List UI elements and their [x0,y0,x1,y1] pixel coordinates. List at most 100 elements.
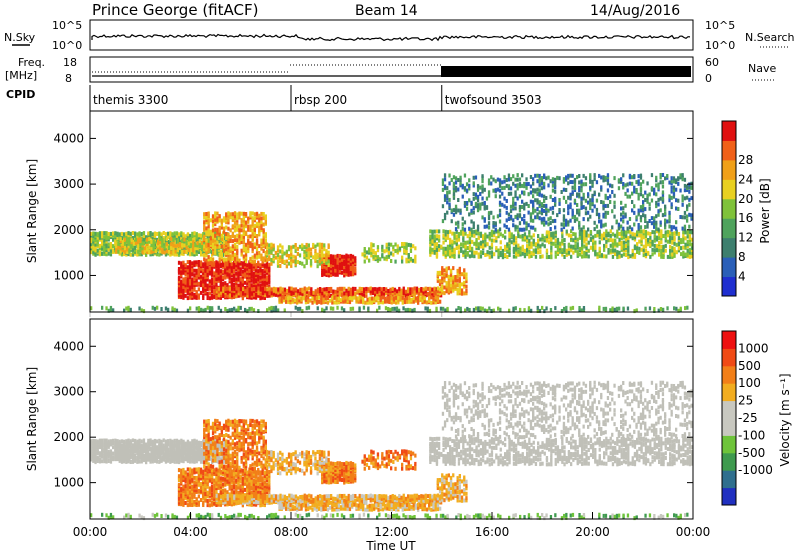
power-cell [664,223,666,227]
power-cell [510,209,512,213]
power-cell [673,192,675,196]
power-cell [410,243,412,247]
power-cell [310,252,312,256]
power-cell [532,188,534,192]
power-cell [587,217,589,221]
power-cell [677,182,679,186]
power-cell [225,258,227,262]
power-cell [165,307,167,311]
power-cell [638,247,640,251]
power-cell [580,206,582,210]
power-cell [589,202,591,206]
power-cell [300,297,302,301]
power-cell [633,174,635,178]
power-cell [499,209,501,213]
power-cell [563,255,565,259]
power-cell [572,232,574,236]
power-cell [254,254,256,258]
velocity-cell [99,458,101,462]
power-cell [618,178,620,182]
power-cell [461,288,463,292]
power-cell [512,201,514,205]
power-cell [240,287,242,291]
power-cell [308,287,310,291]
power-cell [358,297,360,301]
power-cell [589,173,591,177]
velocity-cell [138,439,140,443]
power-cell [299,261,301,265]
power-cell [222,275,224,279]
power-cell [605,229,607,233]
power-cell [544,244,546,248]
power-cell [675,307,677,311]
power-cell [668,225,670,229]
power-cell [270,258,272,262]
power-cell [396,307,398,311]
power-cell [491,239,493,243]
power-cell [514,206,516,210]
power-cell [301,243,303,247]
power-cell [442,204,444,208]
power-cell [631,200,633,204]
power-cell [209,292,211,296]
power-colorbar-tick: 24 [738,172,753,186]
power-cell [541,306,543,310]
power-cell [622,211,624,215]
y-tick-label: 4000 [53,131,84,145]
power-cell [572,174,574,178]
power-cell [512,307,514,311]
power-cell [441,285,443,289]
power-cell [266,243,268,247]
power-cell [609,184,611,188]
power-cell [662,308,664,312]
colorbar-swatch [722,218,736,238]
power-cell [396,289,398,293]
power-cell [530,200,532,204]
power-cell [473,225,475,229]
power-cell [398,287,400,291]
power-cell [386,255,388,259]
power-cell [303,264,305,268]
power-cell [594,191,596,195]
power-cell [596,225,598,229]
power-cell [583,205,585,209]
power-cell [565,200,567,204]
power-cell [547,217,549,221]
power-cell [452,275,454,279]
power-cell [561,223,563,227]
power-cell [249,288,251,292]
power-cell [536,198,538,202]
power-cell [296,296,298,300]
power-cell [568,243,570,247]
power-cell [526,252,528,256]
power-cell [299,292,301,296]
power-cell [440,245,442,249]
power-cell [510,215,512,219]
power-cell [288,245,290,249]
power-cell [385,287,387,291]
power-cell [163,231,165,235]
power-cell [506,211,508,215]
power-cell [177,238,179,242]
power-cell [186,250,188,254]
power-cell [462,250,464,254]
power-cell [413,308,415,312]
power-cell [493,239,495,243]
power-cell [646,225,648,229]
power-cell [236,245,238,249]
power-cell [457,198,459,202]
power-cell [243,212,245,216]
power-cell [610,244,612,248]
power-cell [576,209,578,213]
power-cell [655,227,657,231]
power-cell [193,273,195,277]
velocity-cell [92,439,94,443]
power-cell [591,180,593,184]
power-cell [155,249,157,253]
power-cell [620,207,622,211]
velocity-cell [97,440,99,444]
velocity-cell [112,456,114,460]
power-cell [578,209,580,213]
power-cell [684,178,686,182]
power-cell [653,188,655,192]
